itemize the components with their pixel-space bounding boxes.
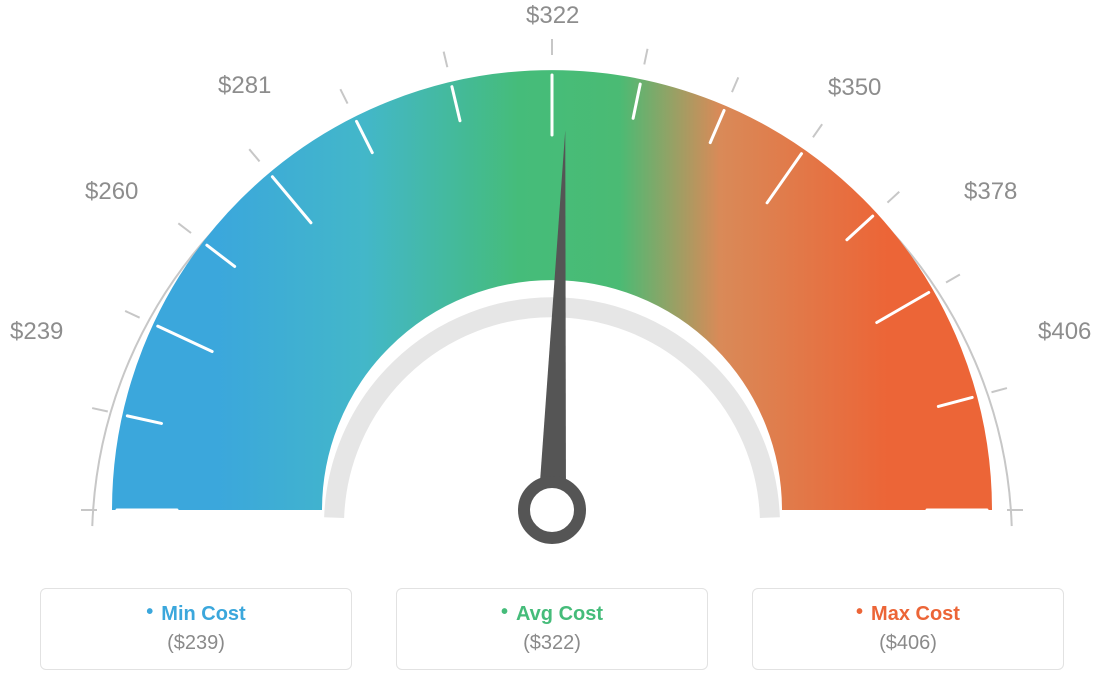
legend-title-text: Avg Cost: [516, 603, 603, 626]
legend-row: • Min Cost ($239) • Avg Cost ($322) • Ma…: [0, 588, 1104, 670]
legend-card-max: • Max Cost ($406): [752, 588, 1064, 670]
bullet-icon: •: [501, 602, 508, 622]
gauge-tick-label: $281: [218, 72, 271, 100]
gauge-tick-label: $378: [964, 178, 1017, 206]
legend-value-min: ($239): [167, 632, 225, 655]
gauge-svg: [0, 0, 1104, 560]
legend-card-avg: • Avg Cost ($322): [396, 588, 708, 670]
bullet-icon: •: [146, 602, 153, 622]
gauge-area: $239 $260 $281 $322 $350 $378 $406: [0, 0, 1104, 560]
legend-value-avg: ($322): [523, 632, 581, 655]
legend-title-avg: • Avg Cost: [501, 603, 603, 626]
legend-card-min: • Min Cost ($239): [40, 588, 352, 670]
gauge-tick-label: $406: [1038, 318, 1091, 346]
gauge-tick-label: $322: [526, 2, 579, 30]
gauge-tick-label: $260: [85, 178, 138, 206]
legend-value-max: ($406): [879, 632, 937, 655]
cost-gauge-chart: $239 $260 $281 $322 $350 $378 $406 • Min Cost …: [0, 0, 1104, 690]
legend-title-max: • Max Cost: [856, 603, 960, 626]
bullet-icon: •: [856, 602, 863, 622]
legend-title-text: Min Cost: [161, 603, 245, 626]
legend-title-min: • Min Cost: [146, 603, 245, 626]
gauge-tick-label: $350: [828, 74, 881, 102]
legend-title-text: Max Cost: [871, 603, 960, 626]
gauge-tick-label: $239: [10, 318, 63, 346]
